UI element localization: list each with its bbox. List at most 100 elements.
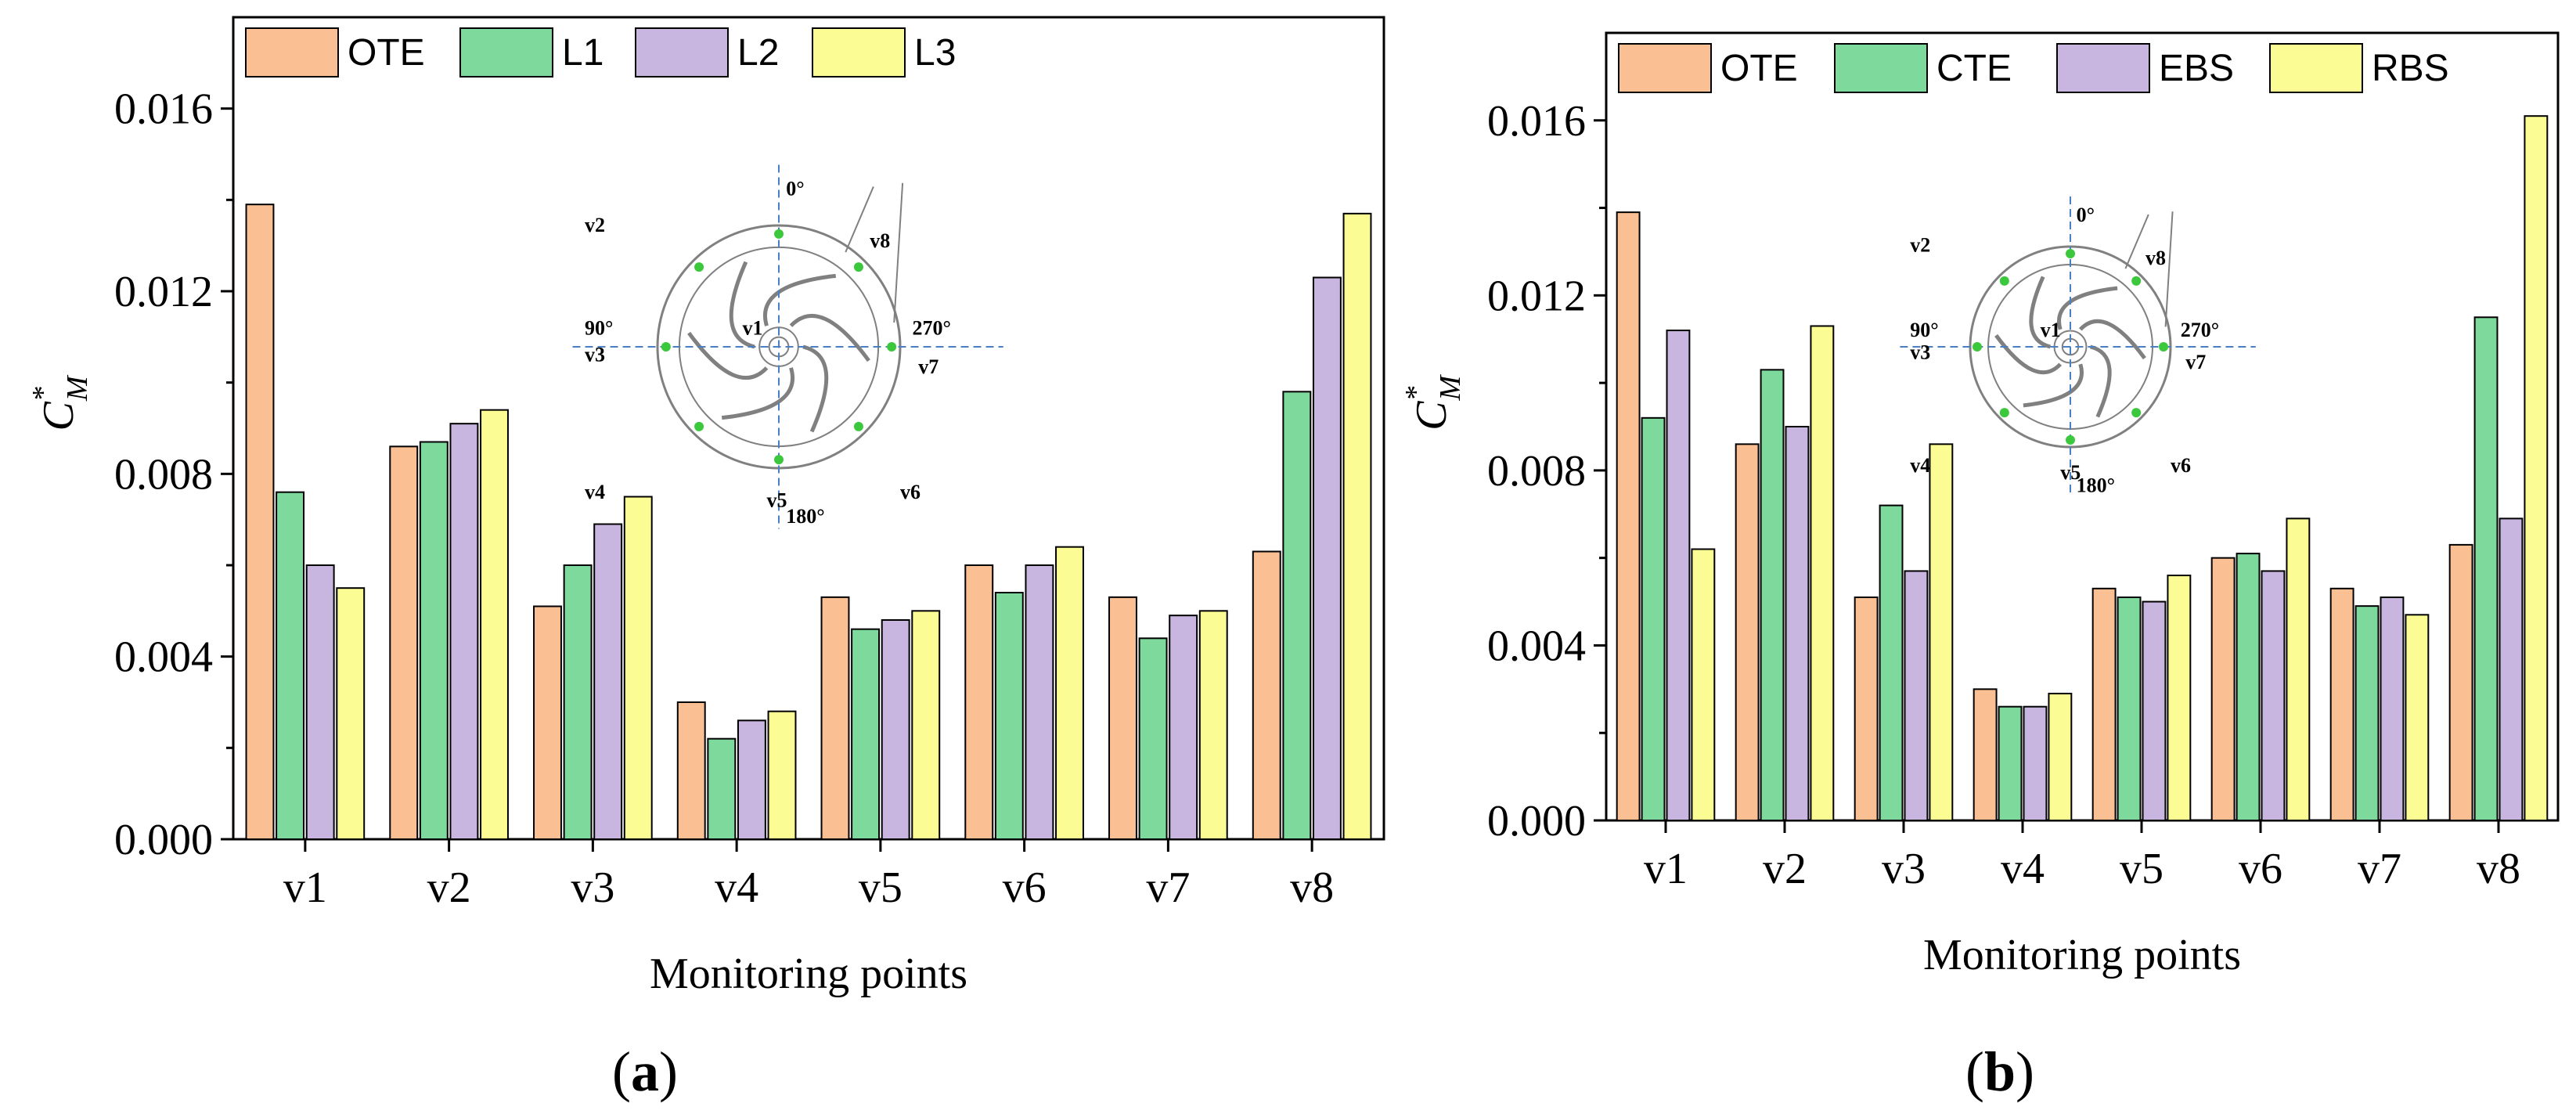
x-tick-label: v3 [571, 863, 614, 912]
monitoring-point-v4 [1999, 408, 2009, 418]
legend-label-ote: OTE [348, 32, 425, 74]
bar-l2-v4 [737, 719, 766, 840]
bar-ebs-v3 [1904, 570, 1929, 822]
bar-l2-v7 [1169, 615, 1198, 841]
bar-l3-v1 [336, 587, 366, 841]
monitoring-point-label: v2 [1910, 233, 1930, 256]
legend-label-ebs: EBS [2159, 48, 2234, 89]
bar-rbs-v1 [1691, 548, 1716, 821]
monitoring-point-v1 [2066, 248, 2075, 258]
monitoring-point-label: v3 [1910, 341, 1930, 363]
x-tick-label: v5 [2120, 845, 2163, 893]
monitoring-point-label: v2 [585, 214, 605, 236]
monitoring-point-label: v4 [585, 481, 605, 503]
angle-label-270: 270° [2181, 319, 2219, 341]
impeller-blade [721, 367, 794, 420]
bar-l2-v8 [1312, 276, 1342, 840]
x-tick-label: v8 [1290, 863, 1334, 912]
bar-cte-v3 [1879, 504, 1904, 821]
x-tick-label: v8 [2477, 845, 2520, 893]
bar-l1-v8 [1282, 391, 1312, 841]
bar-l2-v2 [449, 423, 479, 840]
bar-cte-v6 [2236, 553, 2261, 821]
bar-ebs-v6 [2261, 570, 2286, 822]
bar-ebs-v1 [1666, 330, 1691, 821]
legend-swatch-l3 [812, 27, 906, 78]
bar-l3-v3 [623, 496, 653, 840]
bar-ote-v4 [1973, 688, 1998, 821]
bar-ote-v3 [1854, 596, 1879, 821]
legend-swatch-rbs [2269, 43, 2363, 93]
plot-frame [1605, 31, 2560, 822]
legend-label-l3: L3 [914, 32, 956, 74]
y-tick-label: 0.012 [114, 268, 213, 316]
bar-rbs-v6 [2286, 517, 2311, 821]
bar-l3-v4 [767, 710, 797, 841]
monitoring-point-v3 [1972, 342, 1982, 352]
x-tick-label: v3 [1882, 845, 1926, 893]
bar-cte-v2 [1760, 369, 1785, 822]
monitoring-point-v6 [2131, 408, 2142, 418]
bar-cte-v1 [1641, 416, 1666, 821]
bar-l1-v3 [563, 564, 593, 840]
y-tick-label: 0.004 [1487, 622, 1586, 670]
x-tick-label: v2 [1763, 845, 1807, 893]
y-axis-label-sup: * [27, 387, 59, 402]
monitoring-point-v6 [853, 421, 863, 431]
legend-label-cte: CTE [1937, 48, 2012, 89]
monitoring-point-v8 [2131, 276, 2142, 286]
y-tick-label: 0.000 [114, 816, 213, 864]
y-tick-label: 0.000 [1487, 797, 1586, 845]
impeller-diagram: 0° 90° 270° 180° v1 v2 v3 v4 v5 v6 v7 v8 [572, 164, 1003, 529]
monitoring-point-v2 [694, 262, 704, 272]
bar-ebs-v7 [2380, 596, 2405, 821]
impeller-blade [763, 273, 837, 326]
volute-outlet [845, 182, 904, 323]
impeller-diagram: 0° 90° 270° 180° v1 v2 v3 v4 v5 v6 v7 v8 [1900, 196, 2256, 497]
bar-ote-v8 [2448, 543, 2473, 822]
legend-label-l1: L1 [562, 32, 603, 74]
monitoring-point-label: v6 [900, 481, 921, 503]
legend-swatch-ote [245, 27, 339, 78]
x-tick-label: v4 [715, 863, 758, 912]
bar-l2-v5 [881, 619, 910, 840]
monitoring-point-v3 [661, 342, 671, 352]
bar-l1-v6 [994, 592, 1024, 840]
panel-b-label: (b) [1965, 1040, 2034, 1103]
y-tick-label: 0.012 [1487, 272, 1586, 320]
panel-a-label: (a) [612, 1040, 678, 1103]
x-tick-label: v7 [2358, 845, 2401, 893]
bar-ote-v4 [676, 701, 706, 840]
impeller-blade [802, 344, 829, 433]
monitoring-point-v7 [887, 342, 897, 352]
bar-ote-v1 [1616, 211, 1641, 821]
y-tick-label: 0.004 [114, 633, 213, 682]
y-axis-label-sub: M [1434, 373, 1467, 401]
bar-cte-v7 [2354, 605, 2380, 822]
angle-label-0: 0° [786, 177, 804, 200]
monitoring-point-label: v5 [767, 489, 787, 512]
y-axis-label-base: C [1407, 401, 1456, 431]
bar-ote-v6 [2210, 557, 2236, 822]
bar-rbs-v2 [1810, 325, 1835, 821]
bar-cte-v5 [2117, 596, 2142, 821]
bar-ote-v7 [1108, 596, 1137, 840]
bar-rbs-v8 [2524, 115, 2549, 821]
bar-ebs-v2 [1785, 426, 1810, 821]
impeller-blade [789, 313, 870, 362]
legend-swatch-cte [1834, 43, 1928, 93]
monitoring-point-label: v5 [2060, 461, 2081, 484]
bar-cte-v8 [2473, 316, 2499, 821]
bar-ote-v2 [1735, 443, 1760, 821]
y-axis-label: C*M [27, 374, 94, 431]
bar-l3-v8 [1342, 212, 1372, 841]
angle-label-0: 0° [2077, 204, 2095, 226]
bar-ote-v5 [820, 596, 850, 840]
bar-ote-v8 [1252, 550, 1281, 840]
y-tick-label: 0.016 [114, 85, 213, 134]
bar-l1-v7 [1138, 637, 1168, 840]
x-tick-label: v1 [1644, 845, 1688, 893]
legend-label-rbs: RBS [2372, 48, 2449, 89]
bar-l2-v3 [593, 523, 623, 840]
monitoring-point-label: v4 [1910, 454, 1930, 477]
